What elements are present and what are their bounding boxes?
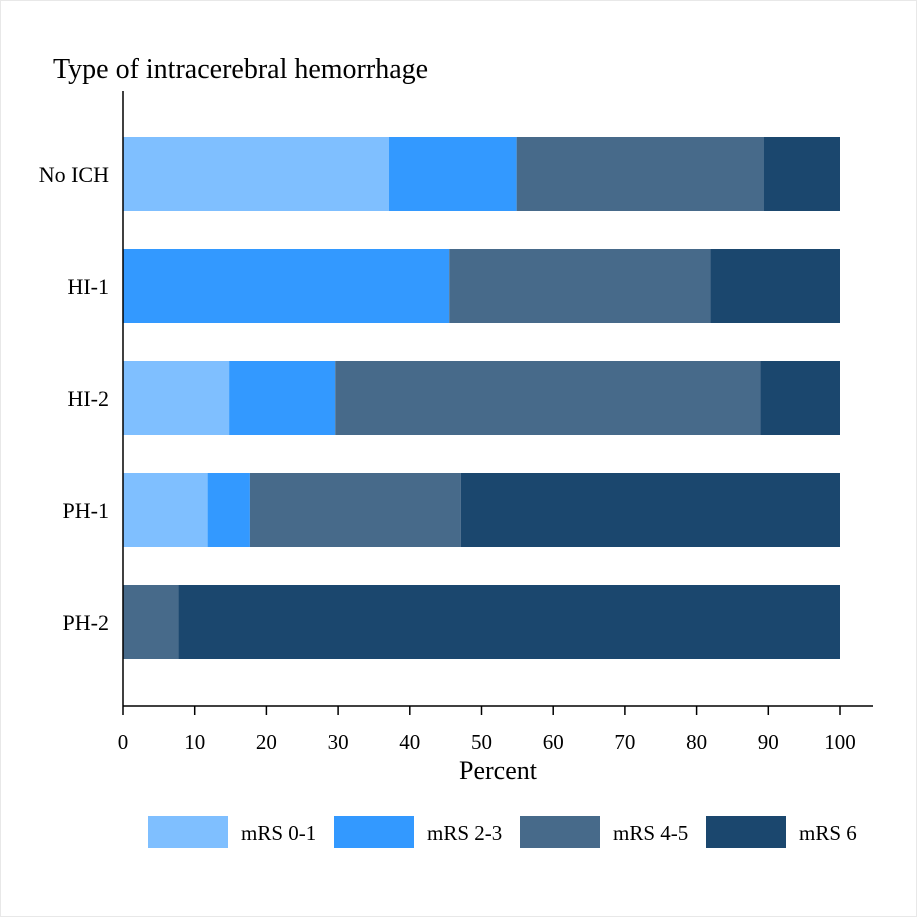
x-axis-label: Percent	[459, 756, 538, 785]
x-tick-label: 0	[118, 730, 129, 754]
legend-label: mRS 4-5	[613, 821, 688, 845]
x-tick-label: 40	[399, 730, 420, 754]
bar-segment	[207, 473, 250, 547]
bar-segment	[449, 249, 711, 323]
bar-segment	[123, 249, 450, 323]
legend-swatch	[148, 816, 228, 848]
bar-segment	[123, 361, 230, 435]
x-axis: 0 10 20 30 40 50 60 70 80 90 100	[118, 705, 873, 754]
bar-segment	[123, 585, 179, 659]
bar-segment	[460, 473, 840, 547]
x-tick-label: 20	[256, 730, 277, 754]
x-tick-label: 10	[184, 730, 205, 754]
bar-segment	[229, 361, 336, 435]
legend-label: mRS 2-3	[427, 821, 502, 845]
y-category-label: PH-2	[63, 610, 109, 635]
legend-swatch	[706, 816, 786, 848]
bar-segment	[249, 473, 461, 547]
bar-segment	[516, 137, 764, 211]
x-tick-label: 100	[824, 730, 856, 754]
y-category-label: HI-1	[67, 274, 109, 299]
x-tick-label: 50	[471, 730, 492, 754]
legend: mRS 0-1 mRS 2-3 mRS 4-5 mRS 6	[148, 816, 857, 848]
x-tick-label: 70	[614, 730, 635, 754]
y-axis: No ICH HI-1 HI-2 PH-1 PH-2	[39, 91, 124, 706]
bar-segment	[123, 473, 208, 547]
y-category-label: HI-2	[67, 386, 109, 411]
x-tick-label: 30	[328, 730, 349, 754]
x-tick-label: 60	[543, 730, 564, 754]
legend-label: mRS 6	[799, 821, 857, 845]
y-category-label: No ICH	[39, 162, 109, 187]
bar-segment	[123, 137, 390, 211]
legend-label: mRS 0-1	[241, 821, 316, 845]
bar-segment	[178, 585, 841, 659]
legend-swatch	[520, 816, 600, 848]
x-tick-label: 90	[758, 730, 779, 754]
bar-segment	[335, 361, 761, 435]
y-category-label: PH-1	[63, 498, 109, 523]
bars-group	[123, 137, 841, 659]
legend-swatch	[334, 816, 414, 848]
bar-segment	[389, 137, 517, 211]
chart-title: Type of intracerebral hemorrhage	[53, 54, 428, 85]
x-tick-label: 80	[686, 730, 707, 754]
bar-segment	[710, 249, 840, 323]
bar-segment	[763, 137, 840, 211]
bar-segment	[760, 361, 840, 435]
